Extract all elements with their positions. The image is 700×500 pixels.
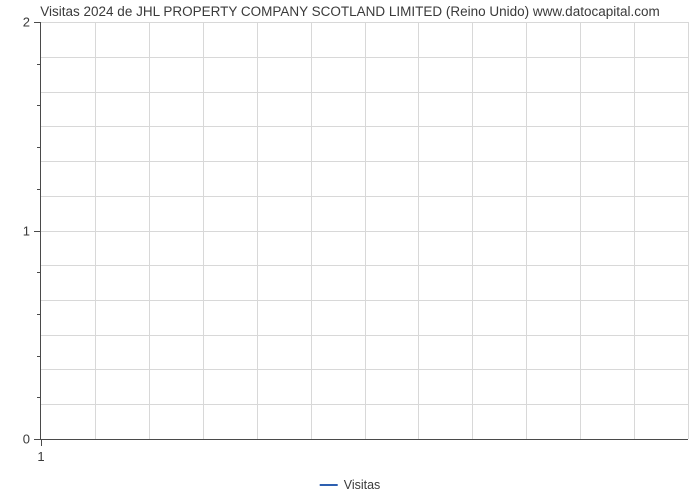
y-tick-minor [37,147,41,148]
grid-v [580,22,581,439]
y-tick [34,439,41,440]
grid-v [365,22,366,439]
y-tick-minor [37,64,41,65]
grid-v [311,22,312,439]
y-tick-minor [37,397,41,398]
y-tick-minor [37,272,41,273]
grid-v [472,22,473,439]
grid-v [95,22,96,439]
grid-v [526,22,527,439]
x-tick [41,439,42,446]
grid-v [634,22,635,439]
grid-v [418,22,419,439]
chart-container: Visitas 2024 de JHL PROPERTY COMPANY SCO… [0,0,700,500]
y-tick-minor [37,314,41,315]
chart-legend: Visitas [320,478,381,492]
x-axis-label: 1 [37,449,44,464]
grid-v [203,22,204,439]
y-tick-minor [37,105,41,106]
y-tick-minor [37,356,41,357]
grid-v [149,22,150,439]
grid-v [688,22,689,439]
grid-v [257,22,258,439]
y-axis-label: 2 [23,15,30,30]
y-axis-label: 0 [23,432,30,447]
y-tick-minor [37,189,41,190]
legend-series-label: Visitas [344,478,381,492]
y-axis-label: 1 [23,223,30,238]
chart-title: Visitas 2024 de JHL PROPERTY COMPANY SCO… [40,4,659,19]
chart-plot-area: 2 1 0 1 [40,22,688,440]
y-tick [34,231,41,232]
legend-series-line [320,484,338,486]
y-tick [34,22,41,23]
